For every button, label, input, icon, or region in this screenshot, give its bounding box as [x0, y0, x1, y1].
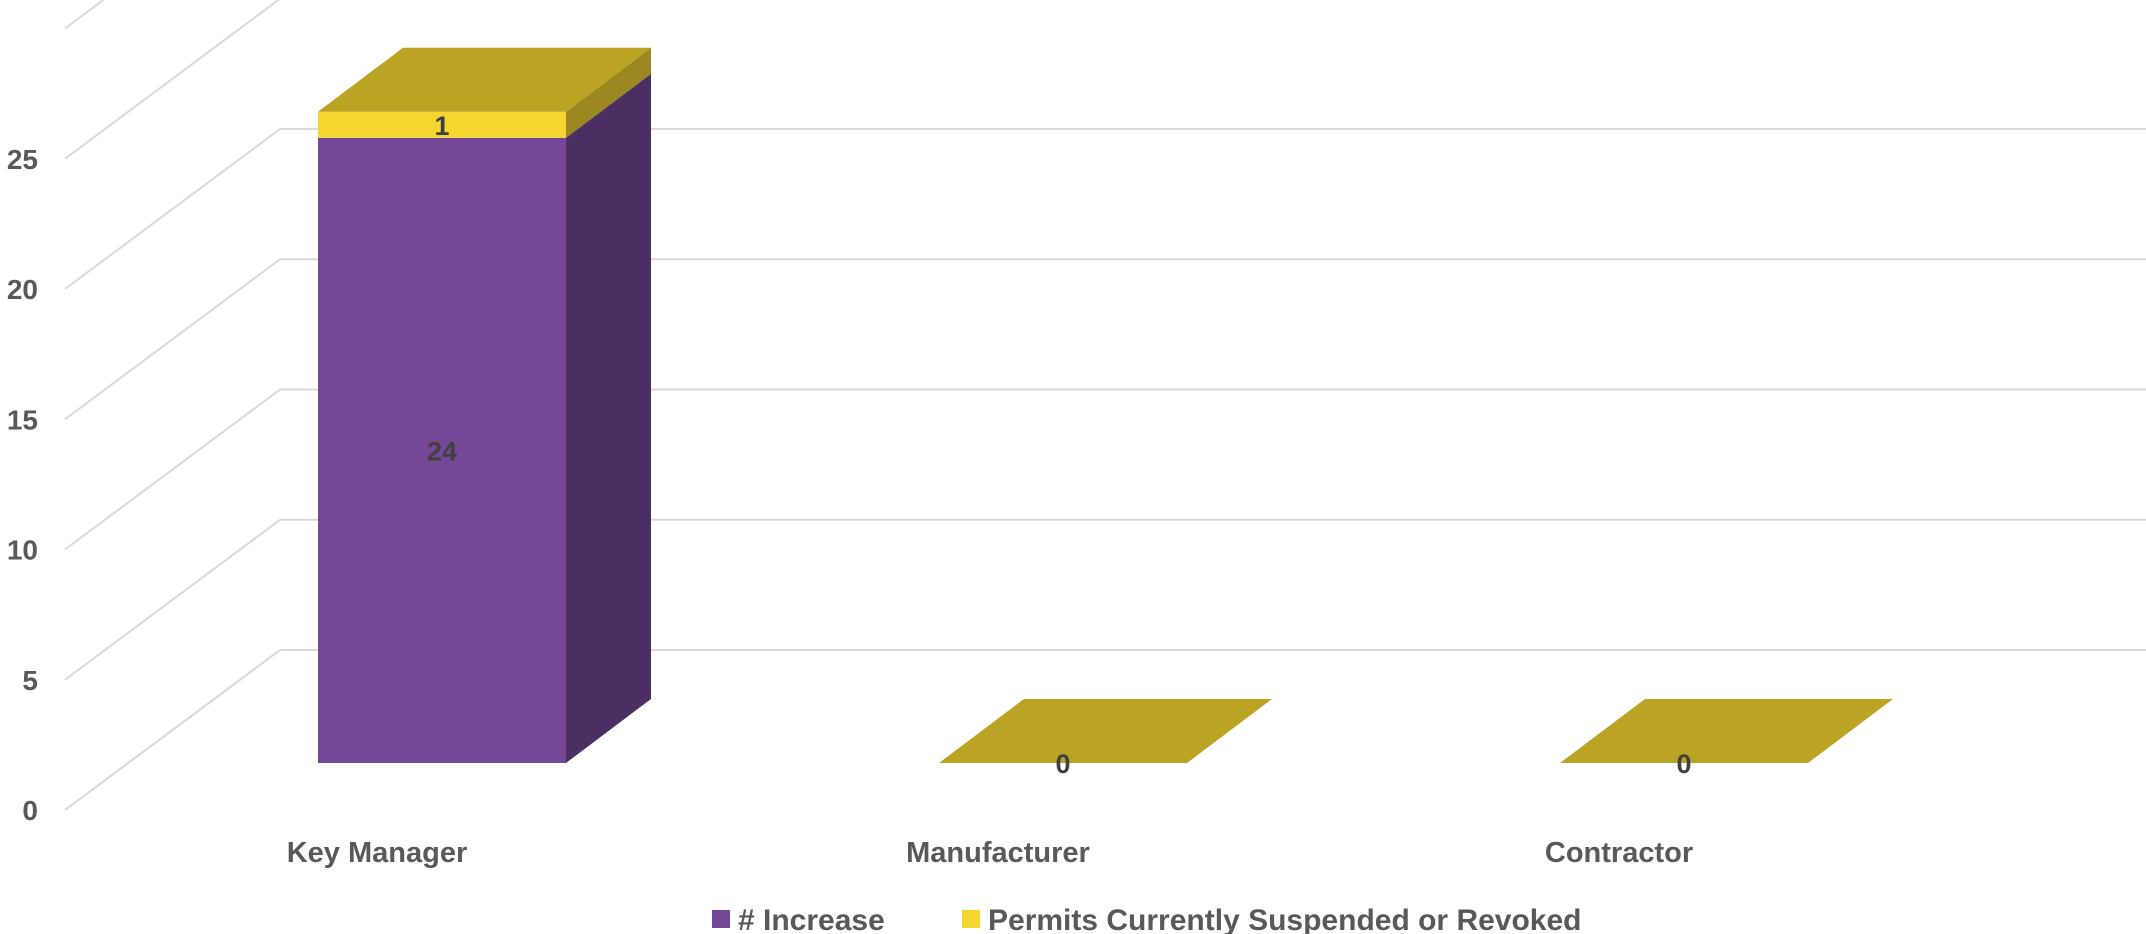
legend-swatch: [962, 910, 980, 928]
data-label: 24: [427, 436, 457, 466]
gridline-side: [64, 518, 281, 681]
gridline-side: [64, 649, 281, 811]
y-tick-label: 15: [7, 404, 38, 435]
category-label: Key Manager: [287, 837, 468, 869]
legend: # Increase Permits Currently Suspended or…: [712, 904, 1582, 934]
bar-stack-1: [939, 699, 1272, 763]
legend-label: Permits Currently Suspended or Revoked: [988, 904, 1582, 934]
data-label: 0: [1055, 749, 1070, 779]
bar-side-1: [566, 47, 651, 138]
bar-top-cap: [1560, 699, 1893, 763]
data-labels-group: 24 1 0 0: [427, 111, 1692, 779]
y-axis-tick-labels: 0 5 10 15 20 25: [7, 144, 38, 826]
category-label: Manufacturer: [906, 837, 1090, 869]
gridline-side: [64, 0, 280, 160]
bar-stack-2: [1560, 699, 1893, 763]
category-label: Contractor: [1545, 837, 1693, 869]
bar-top-cap: [318, 47, 651, 112]
legend-swatch: [712, 910, 730, 928]
y-tick-label: 20: [7, 274, 38, 305]
legend-label: # Increase: [738, 904, 885, 934]
bar-front-1: [318, 111, 566, 138]
bar-front-0: [318, 137, 566, 764]
gridline-side: [64, 388, 281, 551]
gridline-side: [64, 128, 281, 290]
data-label: 1: [434, 111, 449, 141]
category-axis-labels: Key Manager Manufacturer Contractor: [287, 837, 1693, 869]
y-tick-label: 10: [7, 535, 38, 566]
y-tick-label: 0: [22, 795, 38, 826]
gridline-side: [64, 0, 105, 30]
gridline-side: [64, 258, 281, 421]
bar-top-cap: [939, 699, 1272, 763]
bar-series-group: [318, 47, 1893, 764]
data-label: 0: [1676, 749, 1691, 779]
bar-stack-0: [318, 47, 651, 764]
y-tick-label: 5: [22, 665, 38, 696]
y-tick-label: 25: [7, 144, 38, 175]
bar-side-0: [566, 73, 651, 764]
